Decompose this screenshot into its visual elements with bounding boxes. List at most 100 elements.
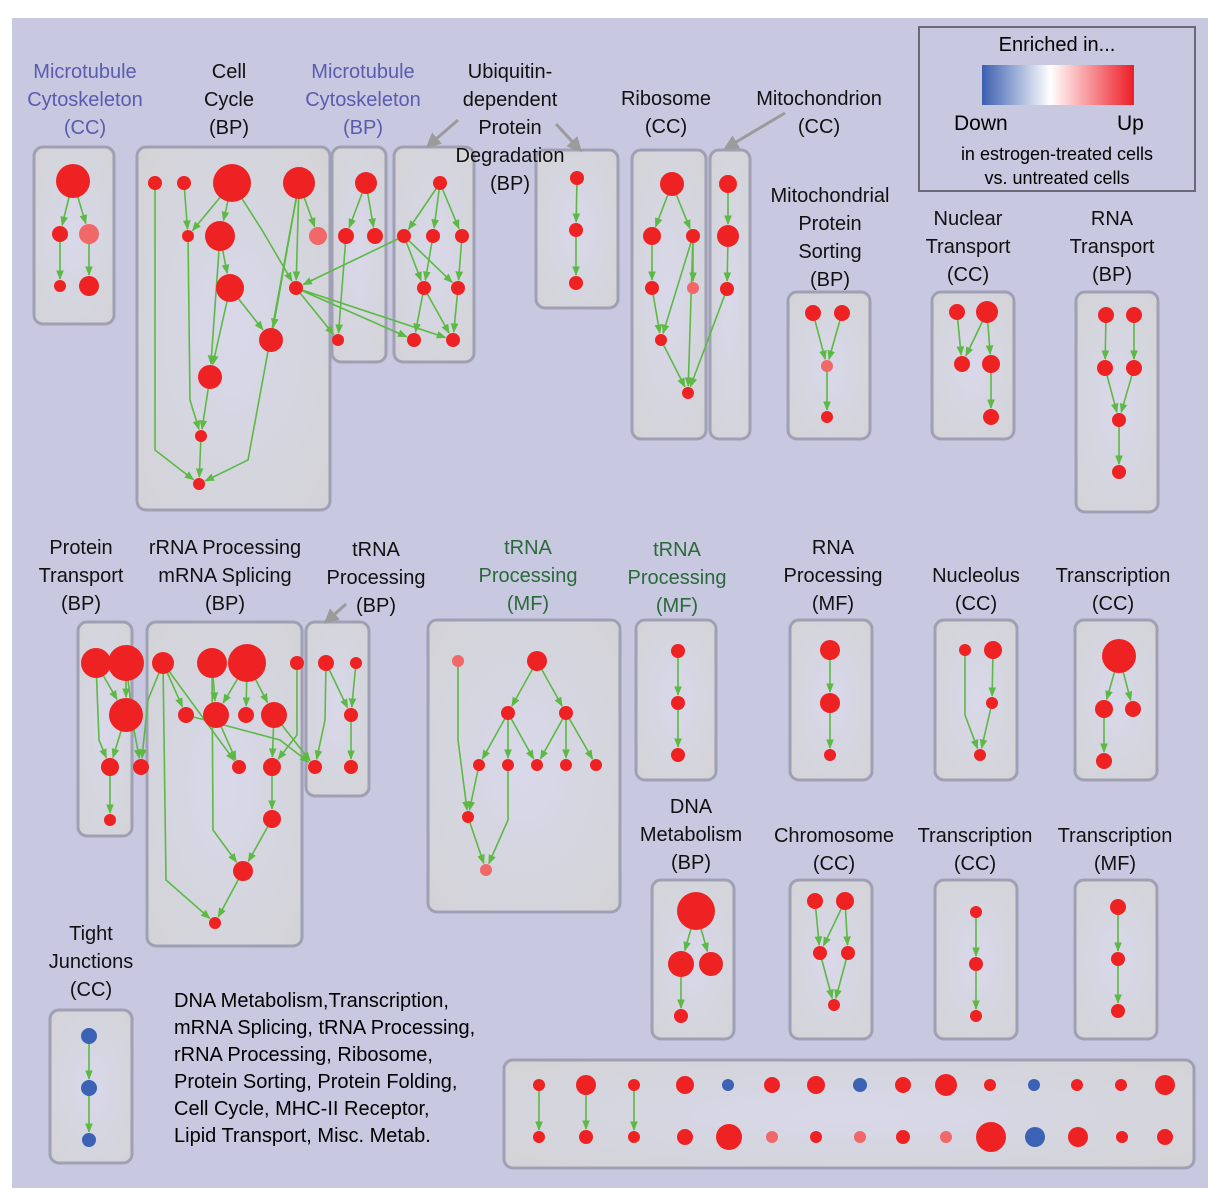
network-node (841, 946, 855, 960)
network-node (533, 1131, 545, 1143)
legend-up-label: Up (1117, 112, 1144, 135)
network-node (1111, 1004, 1125, 1018)
network-edge (651, 287, 663, 335)
module-label-line: (CC) (63, 117, 107, 139)
module-label-line: Transcription (917, 825, 1033, 847)
network-node (446, 333, 460, 347)
network-edge (139, 662, 164, 760)
module-label-transcription-mf: Transcription (MF) (1015, 822, 1215, 878)
network-node (579, 1130, 593, 1144)
module-label-line: Ribosome (620, 88, 712, 110)
network-edge (204, 182, 300, 482)
network-node (1068, 1127, 1088, 1147)
module-label-line: (BP) (1092, 264, 1132, 286)
network-node (309, 227, 327, 245)
network-node (805, 305, 821, 321)
network-edge (467, 764, 480, 812)
network-node (560, 759, 572, 771)
network-edge (834, 952, 849, 1000)
network-edge (689, 288, 728, 388)
module-label-line: Transcription (1057, 825, 1173, 847)
network-node (671, 748, 685, 762)
network-node (417, 281, 431, 295)
network-node (56, 164, 90, 198)
network-node (576, 1075, 596, 1095)
module-label-line: dependent (462, 89, 558, 111)
network-edge (154, 183, 195, 481)
network-node (660, 172, 684, 196)
network-edge (348, 662, 357, 708)
network-edge (413, 287, 425, 334)
legend-gradient-bar (982, 65, 1134, 105)
network-edge (325, 662, 349, 709)
misc-line: Lipid Transport, Misc. Metab. (174, 1125, 431, 1147)
network-node (828, 999, 840, 1011)
module-label-line: (BP) (343, 117, 383, 139)
network-node (407, 333, 421, 347)
module-label-line: Nucleolus (932, 565, 1020, 587)
misc-module-list: DNA Metabolism,Transcription, mRNA Splic… (174, 988, 475, 1150)
misc-line: rRNA Processing, Ribosome, (174, 1044, 433, 1066)
network-node (717, 225, 739, 247)
pointer-arrow (323, 602, 348, 625)
network-node (263, 758, 281, 776)
network-node (355, 172, 377, 194)
legend-title: Enriched in... (998, 34, 1116, 56)
module-label-line: (MF) (811, 593, 855, 615)
network-node (628, 1131, 640, 1143)
network-edge (162, 662, 235, 762)
network-edge (302, 235, 405, 286)
module-label-line: (CC) (946, 264, 990, 286)
module-panel (502, 1058, 1196, 1170)
module-label-line: Cytoskeleton (305, 89, 421, 111)
module-label-line: (BP) (671, 852, 711, 874)
module-label-line: (BP) (810, 269, 850, 291)
network-node (451, 281, 465, 295)
network-node (668, 951, 694, 977)
network-node (182, 230, 194, 242)
module-label-line: tRNA (504, 537, 552, 559)
network-edge (314, 662, 327, 761)
module-label-rna-proc: RNA Processing (MF) (733, 534, 933, 618)
network-node (233, 861, 253, 881)
network-node (308, 760, 322, 774)
module-label-line: Processing (783, 565, 883, 587)
module-label-prot-transport: Protein Transport (BP) (0, 534, 181, 618)
network-node (896, 1130, 910, 1144)
module-label-transcription-cc2: Transcription (CC) (875, 822, 1075, 878)
module-label-line: (CC) (797, 116, 841, 138)
module-label-line: Transport (925, 236, 1011, 258)
network-edge (295, 287, 335, 336)
module-label-line: (BP) (209, 117, 249, 139)
network-node (426, 229, 440, 243)
network-node (531, 759, 543, 771)
network-node (677, 892, 715, 930)
network-edge (827, 312, 843, 361)
module-label-line: Microtubule (33, 61, 137, 83)
network-edge (207, 235, 221, 365)
network-node (810, 1131, 822, 1143)
network-node (205, 221, 235, 251)
network-node (283, 167, 315, 199)
module-label-line: Mitochondrion (756, 88, 882, 110)
network-node (1115, 1079, 1127, 1091)
misc-line: Protein Sorting, Protein Folding, (174, 1071, 458, 1093)
network-node (1111, 952, 1125, 966)
module-label-trna-mf1: tRNA Processing (MF) (428, 534, 628, 618)
module-label-mt-bp: Microtubule Cytoskeleton (BP) (263, 58, 463, 142)
module-label-line: Protein (478, 117, 542, 139)
network-node (764, 1077, 780, 1093)
network-node (502, 759, 514, 771)
network-node (263, 810, 281, 828)
network-node (104, 814, 116, 826)
network-node (480, 864, 492, 876)
network-edge (423, 235, 434, 282)
module-label-trna-mf2: tRNA Processing (MF) (577, 536, 777, 620)
network-node (569, 276, 583, 290)
network-node (671, 696, 685, 710)
network-node (81, 648, 111, 678)
pointer-arrow (425, 118, 459, 148)
network-node (238, 707, 254, 723)
module-label-mito-sort: Mitochondrial Protein Sorting (BP) (730, 182, 930, 294)
network-node (853, 1078, 867, 1092)
